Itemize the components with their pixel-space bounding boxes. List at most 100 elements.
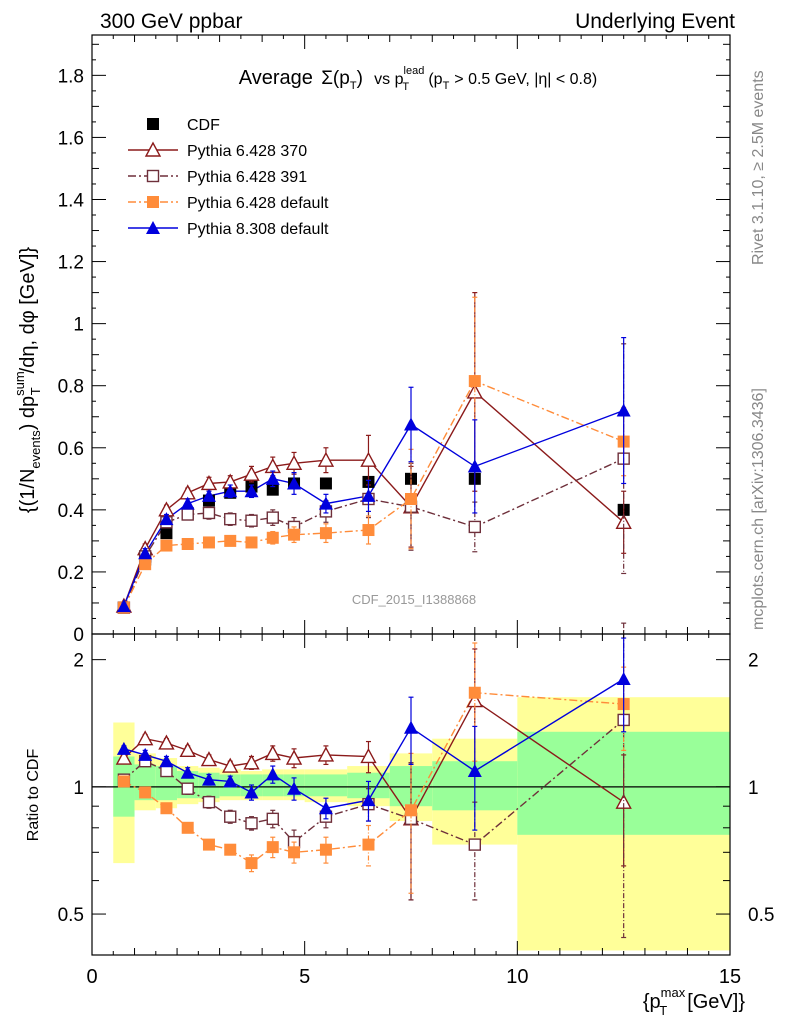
ratio-point-pythia-6-428-default <box>117 775 130 788</box>
ratio-y-tick-label-right: 2 <box>748 651 759 672</box>
ratio-point-pythia-6-428-391 <box>202 795 216 809</box>
ratio-point-pythia-6-428-391 <box>245 817 258 830</box>
main-point-pythia-8-308-default <box>116 599 131 613</box>
ratio-point-pythia-6-428-370 <box>115 749 133 765</box>
legend-marker-pythia-8-308-default <box>146 221 160 234</box>
chart-title: Average Σ(pT) vs plead T (pT > 0.5 GeV, |η… <box>239 65 597 95</box>
ratio-point-pythia-6-428-370 <box>285 749 303 765</box>
main-y-tick-label: 0.6 <box>58 439 84 460</box>
main-point-pythia-6-428-default <box>405 492 417 505</box>
ratio-point-pythia-6-428-default <box>160 802 173 815</box>
ratio-point-pythia-6-428-default <box>224 843 237 856</box>
legend-marker-pythia-6-428-370 <box>144 141 162 157</box>
ratio-point-pythia-8-308-default <box>116 741 131 755</box>
main-point-pythia-6-428-default <box>362 524 375 537</box>
ratio-point-pythia-6-428-370 <box>360 747 377 764</box>
ratio-y-tick-label: 2 <box>73 651 84 672</box>
main-point-pythia-8-308-default <box>616 403 631 417</box>
ratio-point-pythia-6-428-default <box>202 838 215 851</box>
ratio-y-tick-label: 0.5 <box>58 905 84 926</box>
title-cut-rest: > 0.5 GeV, |η| < 0.8) <box>454 71 597 88</box>
main-y-tick-label: 0.8 <box>58 377 84 398</box>
main-point-pythia-6-428-370 <box>243 465 260 481</box>
main-point-pythia-8-308-default <box>265 471 280 485</box>
x-axis-label: {pmax T [GeV]} <box>643 985 745 1018</box>
main-point-cdf <box>319 477 332 490</box>
xlabel-a: {p <box>643 991 661 1013</box>
main-y-tick-label: 1.6 <box>58 128 84 149</box>
main-point-pythia-8-308-default <box>223 484 238 498</box>
title-sigma-close: ) <box>357 68 363 89</box>
header-right-label: Underlying Event <box>575 10 735 33</box>
ratio-point-pythia-8-308-default <box>265 767 280 781</box>
ylabel-b-sub: T <box>28 387 43 395</box>
ratio-point-pythia-6-428-370 <box>158 734 175 750</box>
title-vs: vs p <box>374 71 403 88</box>
main-point-pythia-6-428-default <box>245 536 258 549</box>
main-point-pythia-8-308-default <box>201 488 216 502</box>
header-left-label: 300 GeV ppbar <box>100 10 242 33</box>
ratio-point-pythia-6-428-default <box>288 846 301 859</box>
ratio-point-pythia-6-428-default <box>362 838 375 851</box>
ratio-point-pythia-6-428-370 <box>200 751 218 767</box>
main-point-pythia-8-308-default <box>159 512 174 526</box>
ratio-point-pythia-8-308-default <box>138 747 153 761</box>
ratio-point-pythia-6-428-391 <box>181 782 194 795</box>
ratio-point-pythia-6-428-391 <box>468 838 481 851</box>
ratio-point-pythia-8-308-default <box>287 781 302 795</box>
ratio-y-axis-label: Ratio to CDF <box>25 749 42 842</box>
legend-marker-pythia-6-428-391 <box>146 169 160 183</box>
ratio-panel: 0 5 10 15 0.5 0.5 1 1 2 2 Ratio to CDF {pmax T [GeV… <box>25 622 774 1018</box>
ratio-series-marks <box>115 622 632 939</box>
legend-label-cdf: CDF <box>187 117 220 134</box>
ratio-point-pythia-8-308-default <box>318 801 333 815</box>
ratio-point-pythia-6-428-default <box>139 786 152 799</box>
ratio-point-pythia-8-308-default <box>616 671 631 685</box>
ratio-y-tick-label-right: 0.5 <box>748 905 774 926</box>
ylabel-a-sub: events <box>28 430 43 469</box>
main-point-pythia-8-308-default <box>138 546 153 560</box>
title-vs-sup: lead <box>404 65 425 77</box>
ratio-point-pythia-8-308-default <box>467 764 482 778</box>
ratio-point-pythia-6-428-370 <box>179 741 196 758</box>
x-tick-label: 0 <box>86 966 97 988</box>
x-tick-label: 15 <box>719 966 741 988</box>
main-panel: 00.20.40.60.811.21.41.61.8 Average Σ(pT)… <box>12 34 731 646</box>
ratio-point-pythia-6-428-370 <box>264 744 281 761</box>
x-tick-label: 5 <box>299 966 310 988</box>
legend-marker-pythia-6-428-default <box>147 196 159 208</box>
ratio-point-pythia-8-308-default <box>201 772 216 786</box>
main-point-pythia-8-308-default <box>318 496 333 510</box>
main-point-pythia-6-428-391 <box>245 514 258 527</box>
ratio-point-pythia-8-308-default <box>180 765 195 779</box>
ratio-point-pythia-8-308-default <box>223 774 238 788</box>
ratio-point-pythia-8-308-default <box>244 785 259 799</box>
main-y-tick-label: 1 <box>73 315 84 336</box>
main-point-pythia-6-428-default <box>139 558 152 571</box>
title-sigma-sub: T <box>350 80 357 92</box>
main-point-cdf <box>160 527 173 540</box>
ratio-point-pythia-6-428-370 <box>136 730 154 746</box>
legend-marker-cdf <box>147 118 159 130</box>
main-point-pythia-6-428-default <box>202 536 215 549</box>
legend: CDF Pythia 6.428 370 Pythia 6.428 391 Pythi… <box>128 117 329 238</box>
main-series-marks <box>115 292 632 614</box>
band-inner <box>304 774 348 797</box>
main-line-pythia-6-428-370 <box>123 390 625 607</box>
title-vs-sub: T <box>402 81 409 93</box>
main-y-axis-label: {(1/Nevents) dpsumT/dη, dφ [GeV]} <box>12 247 43 513</box>
legend-label-pythia-8-308-default: Pythia 8.308 default <box>187 221 329 238</box>
main-point-pythia-6-428-default <box>288 528 301 541</box>
ratio-point-pythia-6-428-default <box>245 857 258 870</box>
main-point-pythia-8-308-default <box>287 476 302 490</box>
ylabel-b: ) dp <box>17 396 39 430</box>
main-point-pythia-6-428-default <box>266 531 279 544</box>
ratio-point-pythia-6-428-391 <box>266 812 279 826</box>
ratio-point-pythia-6-428-default <box>319 843 332 856</box>
main-point-pythia-6-428-default <box>181 537 194 550</box>
ratio-axes: 0 5 10 15 0.5 0.5 1 1 2 2 <box>58 633 774 988</box>
ratio-point-pythia-6-428-default <box>405 804 417 817</box>
main-axes: 0 0.2 0.4 0.6 0.8 1 1.2 1.4 1.6 1.8 <box>58 34 731 646</box>
ylabel-b-sup: sum <box>12 371 27 396</box>
main-point-cdf <box>266 483 279 496</box>
